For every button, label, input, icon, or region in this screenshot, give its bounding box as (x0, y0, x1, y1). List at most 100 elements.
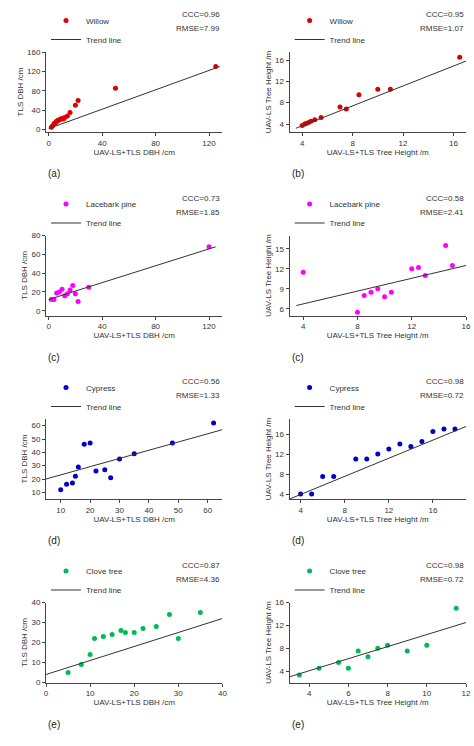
svg-text:UAV-LS+TLS DBH /cm: UAV-LS+TLS DBH /cm (93, 698, 175, 707)
svg-text:8: 8 (355, 322, 360, 331)
svg-text:UAV-LS+TLS DBH /cm: UAV-LS+TLS DBH /cm (93, 515, 175, 524)
svg-text:4: 4 (301, 322, 306, 331)
svg-text:RMSE=4.36: RMSE=4.36 (176, 575, 220, 584)
svg-text:UAV-LS+TLS DBH /cm: UAV-LS+TLS DBH /cm (93, 331, 175, 340)
svg-text:CCC=0.87: CCC=0.87 (182, 561, 220, 570)
svg-text:(b): (b) (292, 168, 304, 179)
svg-text:4: 4 (280, 120, 285, 129)
svg-text:40: 40 (98, 322, 107, 331)
svg-text:Willow: Willow (330, 17, 353, 26)
svg-text:12: 12 (399, 139, 408, 148)
svg-text:Trend line: Trend line (86, 36, 122, 45)
svg-text:16: 16 (275, 598, 284, 607)
svg-text:Clove tree: Clove tree (86, 567, 123, 576)
svg-text:Trend line: Trend line (86, 586, 122, 595)
svg-text:40: 40 (98, 139, 107, 148)
svg-text:80: 80 (31, 231, 40, 240)
svg-text:16: 16 (428, 506, 437, 515)
svg-text:RMSE=1.85: RMSE=1.85 (176, 208, 220, 217)
svg-text:9: 9 (280, 285, 285, 294)
svg-text:(d): (d) (292, 535, 304, 546)
svg-text:30: 30 (115, 506, 124, 515)
svg-text:30: 30 (31, 618, 40, 627)
svg-text:15: 15 (275, 245, 284, 254)
svg-text:16: 16 (275, 430, 284, 439)
svg-text:40: 40 (218, 689, 227, 698)
svg-text:8: 8 (280, 644, 285, 653)
svg-text:20: 20 (130, 689, 139, 698)
svg-text:120: 120 (27, 67, 41, 76)
svg-text:TLS DBH /cm: TLS DBH /cm (20, 618, 29, 667)
svg-text:50: 50 (31, 435, 40, 444)
svg-text:8: 8 (343, 506, 348, 515)
svg-text:UAV-LS+TLS Tree Height /m: UAV-LS+TLS Tree Height /m (327, 148, 429, 157)
svg-text:UAV-LS+TLS DBH /cm: UAV-LS+TLS DBH /cm (93, 148, 175, 157)
svg-text:Clove tree: Clove tree (330, 567, 367, 576)
svg-text:10: 10 (31, 658, 40, 667)
svg-text:12: 12 (275, 265, 284, 274)
svg-text:4: 4 (280, 490, 285, 499)
svg-text:RMSE=0.72: RMSE=0.72 (420, 575, 464, 584)
svg-text:40: 40 (31, 598, 40, 607)
svg-text:10: 10 (86, 689, 95, 698)
svg-text:Trend line: Trend line (330, 219, 366, 228)
svg-text:80: 80 (31, 87, 40, 96)
svg-text:10: 10 (56, 506, 65, 515)
svg-text:CCC=0.96: CCC=0.96 (182, 10, 220, 19)
svg-text:0: 0 (36, 125, 41, 134)
svg-text:12: 12 (275, 77, 284, 86)
svg-text:8: 8 (350, 139, 355, 148)
svg-text:4: 4 (298, 506, 303, 515)
svg-text:(d): (d) (48, 535, 60, 546)
svg-text:30: 30 (174, 689, 183, 698)
svg-text:Cypress: Cypress (330, 384, 359, 393)
svg-text:Trend line: Trend line (330, 586, 366, 595)
svg-text:8: 8 (280, 98, 285, 107)
svg-text:Trend line: Trend line (86, 403, 122, 412)
svg-text:0: 0 (36, 678, 41, 687)
svg-text:6: 6 (346, 689, 351, 698)
svg-text:0: 0 (46, 322, 51, 331)
svg-text:(e): (e) (48, 719, 60, 730)
svg-text:60: 60 (31, 421, 40, 430)
svg-text:Trend line: Trend line (330, 403, 366, 412)
svg-text:120: 120 (202, 322, 216, 331)
svg-text:16: 16 (462, 322, 471, 331)
svg-text:CCC=0.98: CCC=0.98 (426, 377, 464, 386)
svg-text:20: 20 (31, 288, 40, 297)
svg-text:Cypress: Cypress (86, 384, 115, 393)
svg-text:8: 8 (280, 470, 285, 479)
svg-text:160: 160 (27, 48, 41, 57)
svg-text:CCC=0.56: CCC=0.56 (182, 377, 220, 386)
svg-text:RMSE=1.07: RMSE=1.07 (420, 24, 464, 33)
svg-text:0: 0 (36, 307, 41, 316)
svg-text:0: 0 (46, 139, 51, 148)
svg-text:10: 10 (31, 488, 40, 497)
svg-text:CCC=0.73: CCC=0.73 (182, 194, 220, 203)
svg-text:50: 50 (174, 506, 183, 515)
svg-text:80: 80 (151, 139, 160, 148)
svg-text:80: 80 (151, 322, 160, 331)
svg-text:RMSE=1.33: RMSE=1.33 (176, 391, 220, 400)
svg-text:RMSE=0.72: RMSE=0.72 (420, 391, 464, 400)
svg-text:UAV-LS Tree Height /m: UAV-LS Tree Height /m (264, 601, 273, 684)
svg-text:RMSE=7.99: RMSE=7.99 (176, 24, 220, 33)
svg-text:UAV-LS+TLS Tree Height /m: UAV-LS+TLS Tree Height /m (327, 331, 429, 340)
svg-text:4: 4 (307, 689, 312, 698)
svg-text:Lacebark pine: Lacebark pine (330, 200, 381, 209)
svg-text:UAV-LS Tree Height /m: UAV-LS Tree Height /m (264, 50, 273, 133)
svg-text:40: 40 (31, 448, 40, 457)
svg-text:4: 4 (280, 667, 285, 676)
svg-text:UAV-LS+TLS Tree Height /m: UAV-LS+TLS Tree Height /m (327, 698, 429, 707)
svg-text:RMSE=2.41: RMSE=2.41 (420, 208, 464, 217)
svg-text:TLS DBH /cm: TLS DBH /cm (20, 251, 29, 300)
svg-text:12: 12 (275, 450, 284, 459)
svg-text:8: 8 (385, 689, 390, 698)
svg-text:Lacebark pine: Lacebark pine (86, 200, 137, 209)
svg-text:CCC=0.58: CCC=0.58 (426, 194, 464, 203)
svg-text:40: 40 (31, 269, 40, 278)
svg-text:Trend line: Trend line (330, 36, 366, 45)
svg-text:16: 16 (275, 56, 284, 65)
svg-text:40: 40 (31, 106, 40, 115)
svg-text:CCC=0.95: CCC=0.95 (426, 10, 464, 19)
